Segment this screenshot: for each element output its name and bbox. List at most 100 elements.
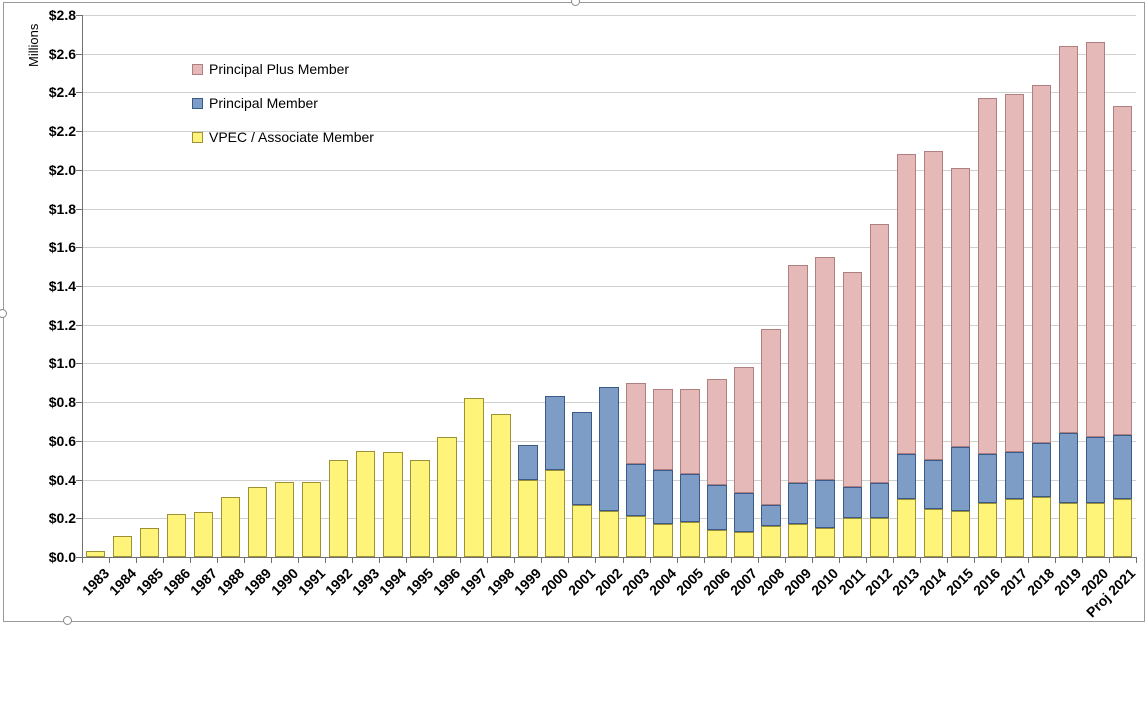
x-tick [920,557,921,563]
legend-label: Principal Member [209,95,318,111]
bar-segment [248,487,267,557]
x-tick [217,557,218,563]
bar-segment [1059,503,1078,557]
bar-segment [680,474,699,522]
x-tick [974,557,975,563]
bar-segment [734,367,753,493]
bar-segment [599,387,618,511]
bar-segment [464,398,483,557]
bar [626,15,645,557]
bar [815,15,834,557]
bar-segment [1113,499,1132,557]
bar-segment [761,526,780,557]
x-tick [82,557,83,563]
bar-segment [653,524,672,557]
y-tick-label: $0.0 [49,549,82,565]
legend-label: VPEC / Associate Member [209,129,374,145]
x-tick [758,557,759,563]
bar-segment [86,551,105,557]
y-tick-label: $0.4 [49,472,82,488]
bar-segment [1113,106,1132,435]
x-tick [136,557,137,563]
y-tick-label: $0.2 [49,510,82,526]
y-tick-label: $1.2 [49,317,82,333]
selection-handle[interactable] [63,616,72,625]
bar-segment [843,272,862,487]
bar [734,15,753,557]
x-tick [298,557,299,563]
bar-segment [167,514,186,557]
bar-segment [870,518,889,557]
bar-segment [1059,46,1078,433]
bar-segment [843,487,862,518]
bar-segment [815,257,834,480]
bar-segment [383,452,402,557]
bar-segment [1005,94,1024,452]
x-tick [433,557,434,563]
bar [140,15,159,557]
x-tick [650,557,651,563]
bar [924,15,943,557]
bar-segment [221,497,240,557]
x-tick [379,557,380,563]
bar-segment [356,451,375,557]
x-tick [325,557,326,563]
bar [518,15,537,557]
bar-segment [951,168,970,447]
bar-segment [680,522,699,557]
bar [383,15,402,557]
bar [113,15,132,557]
bar-segment [275,482,294,557]
y-tick-label: $2.4 [49,84,82,100]
bar-segment [734,493,753,532]
x-tick [352,557,353,563]
bar-segment [897,499,916,557]
bar-segment [599,511,618,557]
bar-segment [518,480,537,557]
bar [545,15,564,557]
bar-segment [626,464,645,516]
bar-segment [788,524,807,557]
bar-segment [978,98,997,454]
bar [464,15,483,557]
bar [1032,15,1051,557]
legend-swatch [192,64,203,75]
bar [572,15,591,557]
y-tick-label: $2.0 [49,162,82,178]
legend-item: Principal Member [192,95,374,111]
x-tick [514,557,515,563]
bar-segment [113,536,132,557]
bar-segment [437,437,456,557]
legend-label: Principal Plus Member [209,61,349,77]
y-tick-label: $2.6 [49,46,82,62]
bar-segment [518,445,537,480]
y-tick-label: $2.8 [49,7,82,23]
bar-segment [653,470,672,524]
bar-segment [1113,435,1132,499]
bar-segment [1005,452,1024,498]
bar-segment [734,532,753,557]
bar-segment [788,483,807,524]
x-tick [893,557,894,563]
bar [897,15,916,557]
legend: Principal Plus Member Principal Member VPE… [192,61,374,145]
bar-segment [491,414,510,557]
y-axis-title: Millions [26,24,41,67]
bar [843,15,862,557]
bar [1113,15,1132,557]
x-tick [1028,557,1029,563]
bar-segment [707,485,726,530]
bar-segment [572,412,591,505]
x-tick [623,557,624,563]
legend-swatch [192,98,203,109]
legend-item: Principal Plus Member [192,61,374,77]
bar-segment [707,379,726,485]
bar [1086,15,1105,557]
bar [410,15,429,557]
bar-segment [707,530,726,557]
x-tick [839,557,840,563]
bar-segment [410,460,429,557]
bar-segment [788,265,807,484]
bar-segment [1059,433,1078,503]
x-tick [677,557,678,563]
